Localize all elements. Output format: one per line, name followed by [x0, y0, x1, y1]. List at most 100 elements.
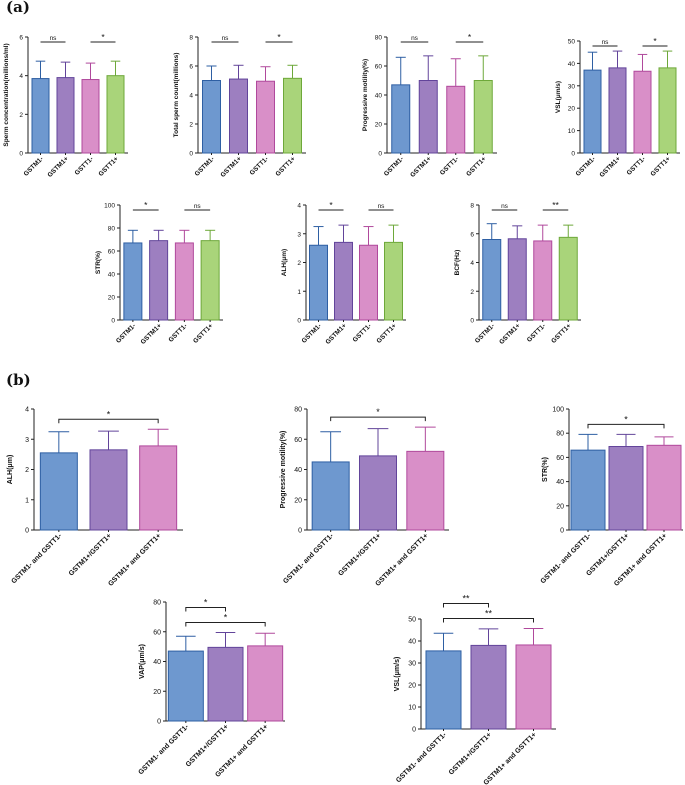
- y-tick-label: 40: [108, 272, 116, 279]
- y-tick-label: 6: [189, 64, 193, 71]
- bar-gstm1-: [334, 241, 353, 321]
- x-tick-label: GSTM1+: [498, 322, 522, 346]
- significance-bracket: [330, 416, 426, 422]
- significance-label: **: [462, 593, 470, 603]
- y-tick-label: 4: [19, 73, 23, 80]
- x-tick-label: GSTT1-: [439, 155, 460, 176]
- y-tick-label: 20: [408, 683, 416, 690]
- x-tick-label: GSTM1- and GSTT1-: [137, 723, 190, 776]
- significance-label: *: [468, 32, 472, 42]
- y-tick-label: 20: [153, 689, 161, 696]
- bar-gstm1-: [31, 78, 50, 154]
- x-tick-label: GSTT1+: [465, 155, 488, 178]
- y-tick-label: 10: [408, 705, 416, 712]
- y-tick-label: 2: [189, 122, 193, 129]
- bar-gstt1-: [473, 80, 493, 154]
- bar-gstm1-and-gstt1-: [515, 644, 552, 730]
- bar-gstt1-: [283, 77, 302, 154]
- y-axis-label: Sperm concentration(millions/ml): [3, 43, 10, 146]
- bar-gstm1-: [202, 80, 221, 154]
- y-tick-label: 20: [294, 497, 302, 504]
- chart-a1: 0 2 4 6 Sperm concentration(millions/ml) GSTM…: [3, 32, 128, 179]
- significance-label: *: [653, 36, 657, 46]
- significance-bracket: [587, 423, 665, 429]
- y-axis-label: Progressive motility(%): [362, 59, 369, 131]
- significance-label: *: [101, 32, 105, 42]
- y-tick-label: 30: [568, 83, 576, 90]
- significance-bracket: [58, 418, 159, 424]
- y-tick-label: 100: [104, 203, 115, 210]
- y-tick-label: 10: [568, 128, 576, 135]
- significance-label: ns: [602, 39, 610, 46]
- significance-label: *: [376, 407, 380, 417]
- significance-bracket: [185, 621, 266, 627]
- y-tick-label: 6: [19, 35, 23, 42]
- significance-label: ns: [378, 203, 386, 210]
- x-tick-label: GSTM1+/GSTT1+: [68, 532, 113, 577]
- x-tick-label: GSTM1- and GSTT1-: [10, 532, 63, 585]
- bar-gstm1-and-gstt1-: [425, 650, 462, 730]
- chart-a6: 0 1 2 3 4 ALH(μm) GSTM1- GSTM1+ GSTT1- GSTT1+ * ns: [281, 200, 406, 346]
- chart-b2: 0 20 40 60 80 Progressive motility(%) GSTM1- a…: [280, 407, 449, 588]
- bar-gstm1-gstt1-: [207, 646, 244, 722]
- bar-gstt1-: [174, 242, 194, 321]
- x-tick-label: GSTT1-: [626, 155, 647, 176]
- y-tick-label: 80: [153, 600, 161, 607]
- y-tick-label: 60: [556, 455, 564, 462]
- x-tick-label: GSTM1+/GSTT1+: [448, 731, 493, 776]
- bar-gstt1-: [558, 236, 578, 321]
- y-tick-label: 2: [19, 112, 23, 119]
- significance-label: *: [224, 612, 228, 622]
- y-tick-label: 100: [552, 407, 564, 414]
- x-tick-label: GSTT1+: [192, 322, 215, 345]
- y-tick-label: 40: [568, 61, 576, 68]
- y-tick-label: 4: [25, 407, 29, 414]
- x-tick-label: GSTM1+: [219, 155, 243, 179]
- y-tick-label: 2: [297, 260, 301, 267]
- panel-label-b: (b): [6, 371, 31, 389]
- significance-label: ns: [222, 35, 230, 42]
- x-tick-label: GSTT1+: [649, 155, 672, 178]
- x-tick-label: GSTT1-: [352, 322, 373, 343]
- y-tick-label: 6: [470, 231, 474, 238]
- x-tick-label: GSTM1+: [140, 322, 164, 346]
- significance-label: **: [485, 608, 493, 618]
- significance-label: **: [552, 200, 559, 210]
- y-tick-label: 40: [408, 639, 416, 646]
- significance-label: ns: [194, 203, 202, 210]
- y-tick-label: 80: [108, 226, 116, 233]
- chart-b1: 0 1 2 3 4 ALH(μm) GSTM1- and GSTT1- GSTM1+/GSTT…: [7, 407, 183, 588]
- y-tick-label: 40: [153, 659, 161, 666]
- y-tick-label: 0: [412, 727, 416, 734]
- significance-label: *: [329, 200, 333, 210]
- bar-gstm1-: [608, 67, 627, 154]
- significance-label: *: [624, 414, 628, 424]
- y-tick-label: 1: [297, 289, 301, 296]
- x-tick-label: GSTM1-: [301, 322, 323, 344]
- y-tick-label: 0: [378, 151, 382, 158]
- chart-a7: 0 2 4 6 8 BCF(Hz) GSTM1- GSTM1+ GSTT1- GSTT1+ ns **: [454, 200, 581, 346]
- y-axis-label: STR(%): [542, 457, 549, 482]
- y-axis-label: VAP(μm/s): [139, 644, 146, 679]
- chart-a5: 0 20 40 60 80 100 STR(%) GSTM1- GSTM1+ GSTT1- GSTT…: [95, 200, 223, 346]
- bar-gstm1-: [123, 242, 143, 321]
- y-tick-label: 8: [189, 35, 193, 42]
- y-tick-label: 80: [375, 35, 383, 42]
- y-tick-label: 4: [470, 260, 474, 267]
- y-axis-label: ALH(μm): [7, 455, 14, 485]
- bar-gstm1-: [149, 240, 169, 321]
- y-tick-label: 60: [294, 437, 302, 444]
- x-tick-label: GSTM1-: [383, 155, 405, 177]
- x-tick-label: GSTT1+: [375, 322, 398, 345]
- y-axis-label: VSL(μm/s): [555, 81, 562, 113]
- bar-gstm1-: [482, 239, 502, 321]
- bar-gstm1-: [507, 238, 527, 321]
- x-tick-label: GSTT1-: [74, 155, 95, 176]
- y-tick-label: 40: [375, 93, 383, 100]
- bar-gstt1-: [200, 240, 220, 321]
- y-tick-label: 30: [408, 661, 416, 668]
- y-tick-label: 80: [294, 407, 302, 414]
